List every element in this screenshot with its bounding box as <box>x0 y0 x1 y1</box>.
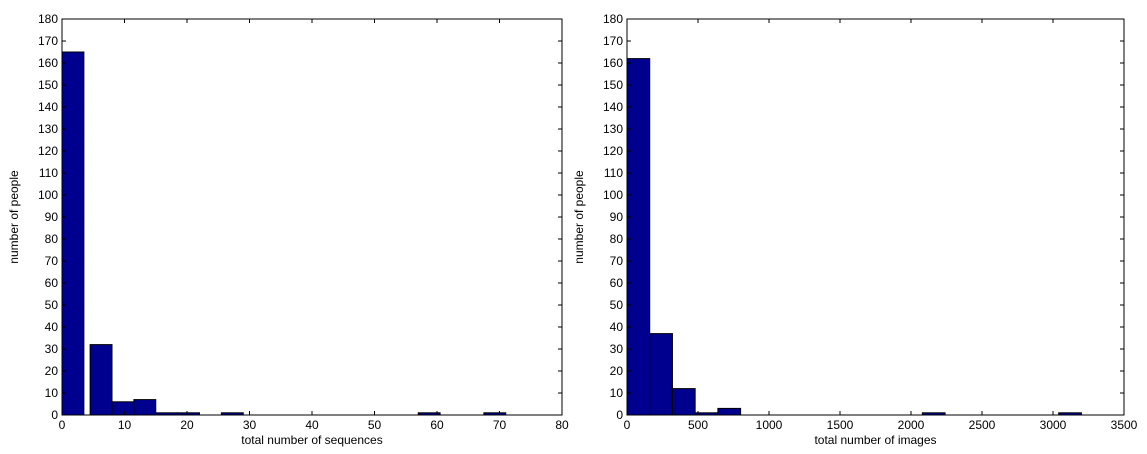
y-tick-label: 140 <box>603 100 623 114</box>
y-tick-label: 90 <box>45 210 59 224</box>
x-tick-label: 0 <box>59 418 66 432</box>
y-axis-label: number of people <box>7 170 21 264</box>
y-tick-label: 150 <box>603 78 623 92</box>
x-tick-label: 10 <box>118 418 132 432</box>
x-tick-label: 60 <box>430 418 444 432</box>
y-tick-label: 0 <box>51 408 58 422</box>
x-tick-label: 2000 <box>898 418 925 432</box>
histogram-bar-5 <box>921 412 946 416</box>
x-tick-label: 40 <box>305 418 319 432</box>
y-tick-label: 50 <box>45 298 59 312</box>
y-tick-label: 70 <box>45 254 59 268</box>
x-axis-label: total number of images <box>814 433 936 447</box>
sequences-histogram: 0102030405060708090100110120130140150160… <box>7 12 569 447</box>
y-tick-label: 130 <box>38 122 58 136</box>
y-tick-label: 120 <box>603 144 623 158</box>
x-tick-label: 3500 <box>1111 418 1138 432</box>
y-tick-label: 60 <box>45 276 59 290</box>
x-tick-label: 80 <box>555 418 569 432</box>
x-tick-label: 3000 <box>1040 418 1067 432</box>
y-tick-label: 100 <box>603 188 623 202</box>
y-tick-label: 80 <box>45 232 59 246</box>
y-tick-label: 170 <box>603 34 623 48</box>
y-axis-label: number of people <box>572 170 586 264</box>
y-tick-label: 80 <box>610 232 624 246</box>
x-tick-label: 30 <box>243 418 257 432</box>
x-tick-label: 1000 <box>756 418 783 432</box>
y-tick-label: 160 <box>38 56 58 70</box>
histogram-bar-1 <box>89 344 113 416</box>
x-tick-label: 50 <box>368 418 382 432</box>
y-tick-label: 40 <box>45 320 59 334</box>
y-tick-label: 40 <box>610 320 624 334</box>
y-tick-label: 110 <box>604 166 623 180</box>
images-histogram: 0 10 20 30 40 50 60 70 80 90 100 110 120 130 140 150 160… <box>572 12 1138 447</box>
x-tick-label: 500 <box>688 418 708 432</box>
histogram-bar-7 <box>417 412 441 416</box>
histogram-bar-2 <box>111 401 135 416</box>
histogram-bar-5 <box>177 412 200 416</box>
histogram-bar-3 <box>133 399 157 416</box>
y-tick-label: 150 <box>38 78 58 92</box>
x-tick-label: 70 <box>493 418 507 432</box>
x-tick-label: 0 <box>624 418 631 432</box>
y-tick-label: 110 <box>39 166 58 180</box>
y-tick-label: 180 <box>38 12 58 26</box>
x-axis-label: total number of sequences <box>241 433 382 447</box>
x-tick-label: 2500 <box>969 418 996 432</box>
histogram-bar-2 <box>671 388 696 416</box>
histogram-bar-6 <box>1058 412 1082 416</box>
histogram-bar-1 <box>649 333 673 416</box>
y-tick-label: 90 <box>610 210 624 224</box>
y-tick-label: 70 <box>610 254 624 268</box>
histogram-bar-0 <box>61 51 85 416</box>
y-tick-label: 20 <box>45 364 59 378</box>
y-tick-label: 130 <box>603 122 623 136</box>
plot-area <box>626 18 1125 416</box>
y-tick-label: 10 <box>45 386 59 400</box>
x-tick-label: 20 <box>180 418 194 432</box>
histogram-bar-4 <box>155 412 179 416</box>
histogram-bar-3 <box>694 412 719 416</box>
y-tick-label: 170 <box>38 34 58 48</box>
x-tick-label: 1500 <box>827 418 854 432</box>
y-tick-label: 20 <box>610 364 624 378</box>
histogram-bar-0 <box>626 58 651 416</box>
y-tick-label: 60 <box>610 276 624 290</box>
y-tick-label: 50 <box>610 298 624 312</box>
y-tick-label: 180 <box>603 12 623 26</box>
y-tick-label: 160 <box>603 56 623 70</box>
histogram-bar-8 <box>483 412 507 416</box>
y-tick-label: 100 <box>38 188 58 202</box>
y-tick-label: 30 <box>45 342 59 356</box>
y-tick-label: 120 <box>38 144 58 158</box>
y-tick-label: 0 <box>616 408 623 422</box>
histogram-bar-4 <box>717 407 742 416</box>
histogram-bar-6 <box>220 412 244 416</box>
plot-area <box>61 18 563 416</box>
y-tick-label: 10 <box>610 386 624 400</box>
y-tick-label: 140 <box>38 100 58 114</box>
y-tick-label: 30 <box>610 342 624 356</box>
